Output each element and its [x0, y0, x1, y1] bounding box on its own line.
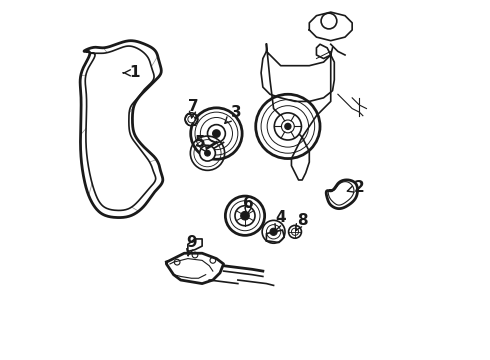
Circle shape [188, 116, 195, 123]
Text: 3: 3 [225, 105, 242, 123]
Circle shape [199, 145, 215, 161]
Text: 6: 6 [243, 196, 254, 214]
Text: 9: 9 [186, 235, 196, 256]
Text: 8: 8 [295, 212, 307, 231]
Circle shape [270, 228, 277, 235]
Text: 4: 4 [275, 210, 286, 231]
Circle shape [241, 211, 249, 220]
Circle shape [281, 120, 294, 133]
Circle shape [274, 113, 301, 140]
Text: 5: 5 [195, 135, 207, 153]
Circle shape [235, 206, 255, 226]
Text: 1: 1 [123, 65, 140, 80]
Circle shape [205, 150, 210, 156]
Circle shape [285, 123, 291, 129]
Circle shape [213, 130, 220, 137]
Circle shape [207, 125, 225, 143]
Text: 7: 7 [188, 99, 198, 118]
Text: 2: 2 [347, 180, 365, 195]
